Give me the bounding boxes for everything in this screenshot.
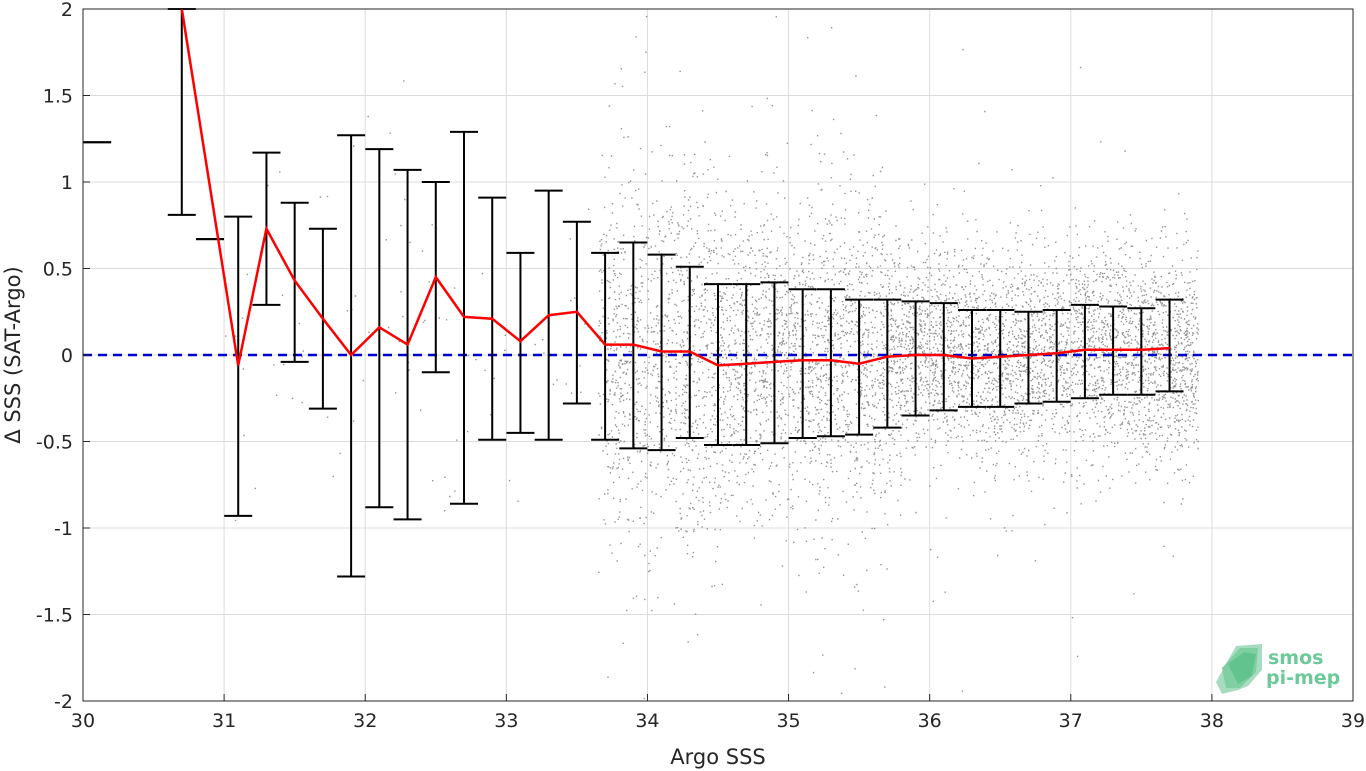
error-bar xyxy=(986,309,1015,408)
x-tick-label: 35 xyxy=(776,710,800,732)
error-bar xyxy=(224,215,253,517)
error-bar xyxy=(816,288,845,438)
error-bar xyxy=(873,298,902,429)
scatter-points xyxy=(224,15,1200,700)
error-bar xyxy=(1042,309,1071,403)
logo-mark-icon xyxy=(1216,644,1262,694)
x-tick-label: 32 xyxy=(353,710,377,732)
y-tick-label: 1.5 xyxy=(43,86,73,108)
error-bar xyxy=(591,251,620,441)
y-tick-label: 0 xyxy=(61,345,73,367)
error-bars xyxy=(83,8,1184,578)
y-axis-label: Δ SSS (SAT-Argo) xyxy=(1,266,25,443)
x-axis-label: Argo SSS xyxy=(670,745,765,769)
y-tick-label: -1 xyxy=(54,518,73,540)
error-bar xyxy=(167,8,196,216)
error-bar xyxy=(506,251,535,434)
error-bar xyxy=(1014,310,1043,405)
logo-text-line1: smos xyxy=(1268,647,1323,669)
error-bar xyxy=(929,302,958,412)
scatter-cloud xyxy=(224,15,1200,700)
y-tick-label: 0.5 xyxy=(43,259,73,281)
y-axis-ticks: -2 -1.5 -1 -0.5 0 0.5 1 1.5 2 xyxy=(36,0,90,713)
mean-line xyxy=(180,8,1170,367)
x-tick-label: 33 xyxy=(494,710,518,732)
y-tick-label: 2 xyxy=(61,0,73,21)
x-axis-ticks: 30 31 32 33 34 35 36 37 38 39 xyxy=(71,694,1365,732)
x-tick-label: 38 xyxy=(1200,710,1224,732)
x-tick-label: 39 xyxy=(1341,710,1365,732)
logo-text-line2: pi-mep xyxy=(1266,667,1340,689)
error-bar xyxy=(788,288,817,440)
error-bar xyxy=(845,298,874,436)
y-tick-label: -0.5 xyxy=(36,432,73,454)
smos-pimep-logo: smos pi-mep xyxy=(1216,644,1340,694)
x-tick-label: 34 xyxy=(635,710,659,732)
y-tick-label: -2 xyxy=(54,691,73,713)
error-bar xyxy=(1127,307,1156,396)
y-tick-label: -1.5 xyxy=(36,605,73,627)
x-tick-label: 31 xyxy=(212,710,236,732)
x-tick-label: 36 xyxy=(918,710,942,732)
y-tick-label: 1 xyxy=(61,172,73,194)
error-bar xyxy=(1070,303,1099,400)
error-bar xyxy=(1155,298,1184,393)
x-tick-label: 30 xyxy=(71,710,95,732)
error-bar xyxy=(901,300,930,417)
x-tick-label: 37 xyxy=(1059,710,1083,732)
